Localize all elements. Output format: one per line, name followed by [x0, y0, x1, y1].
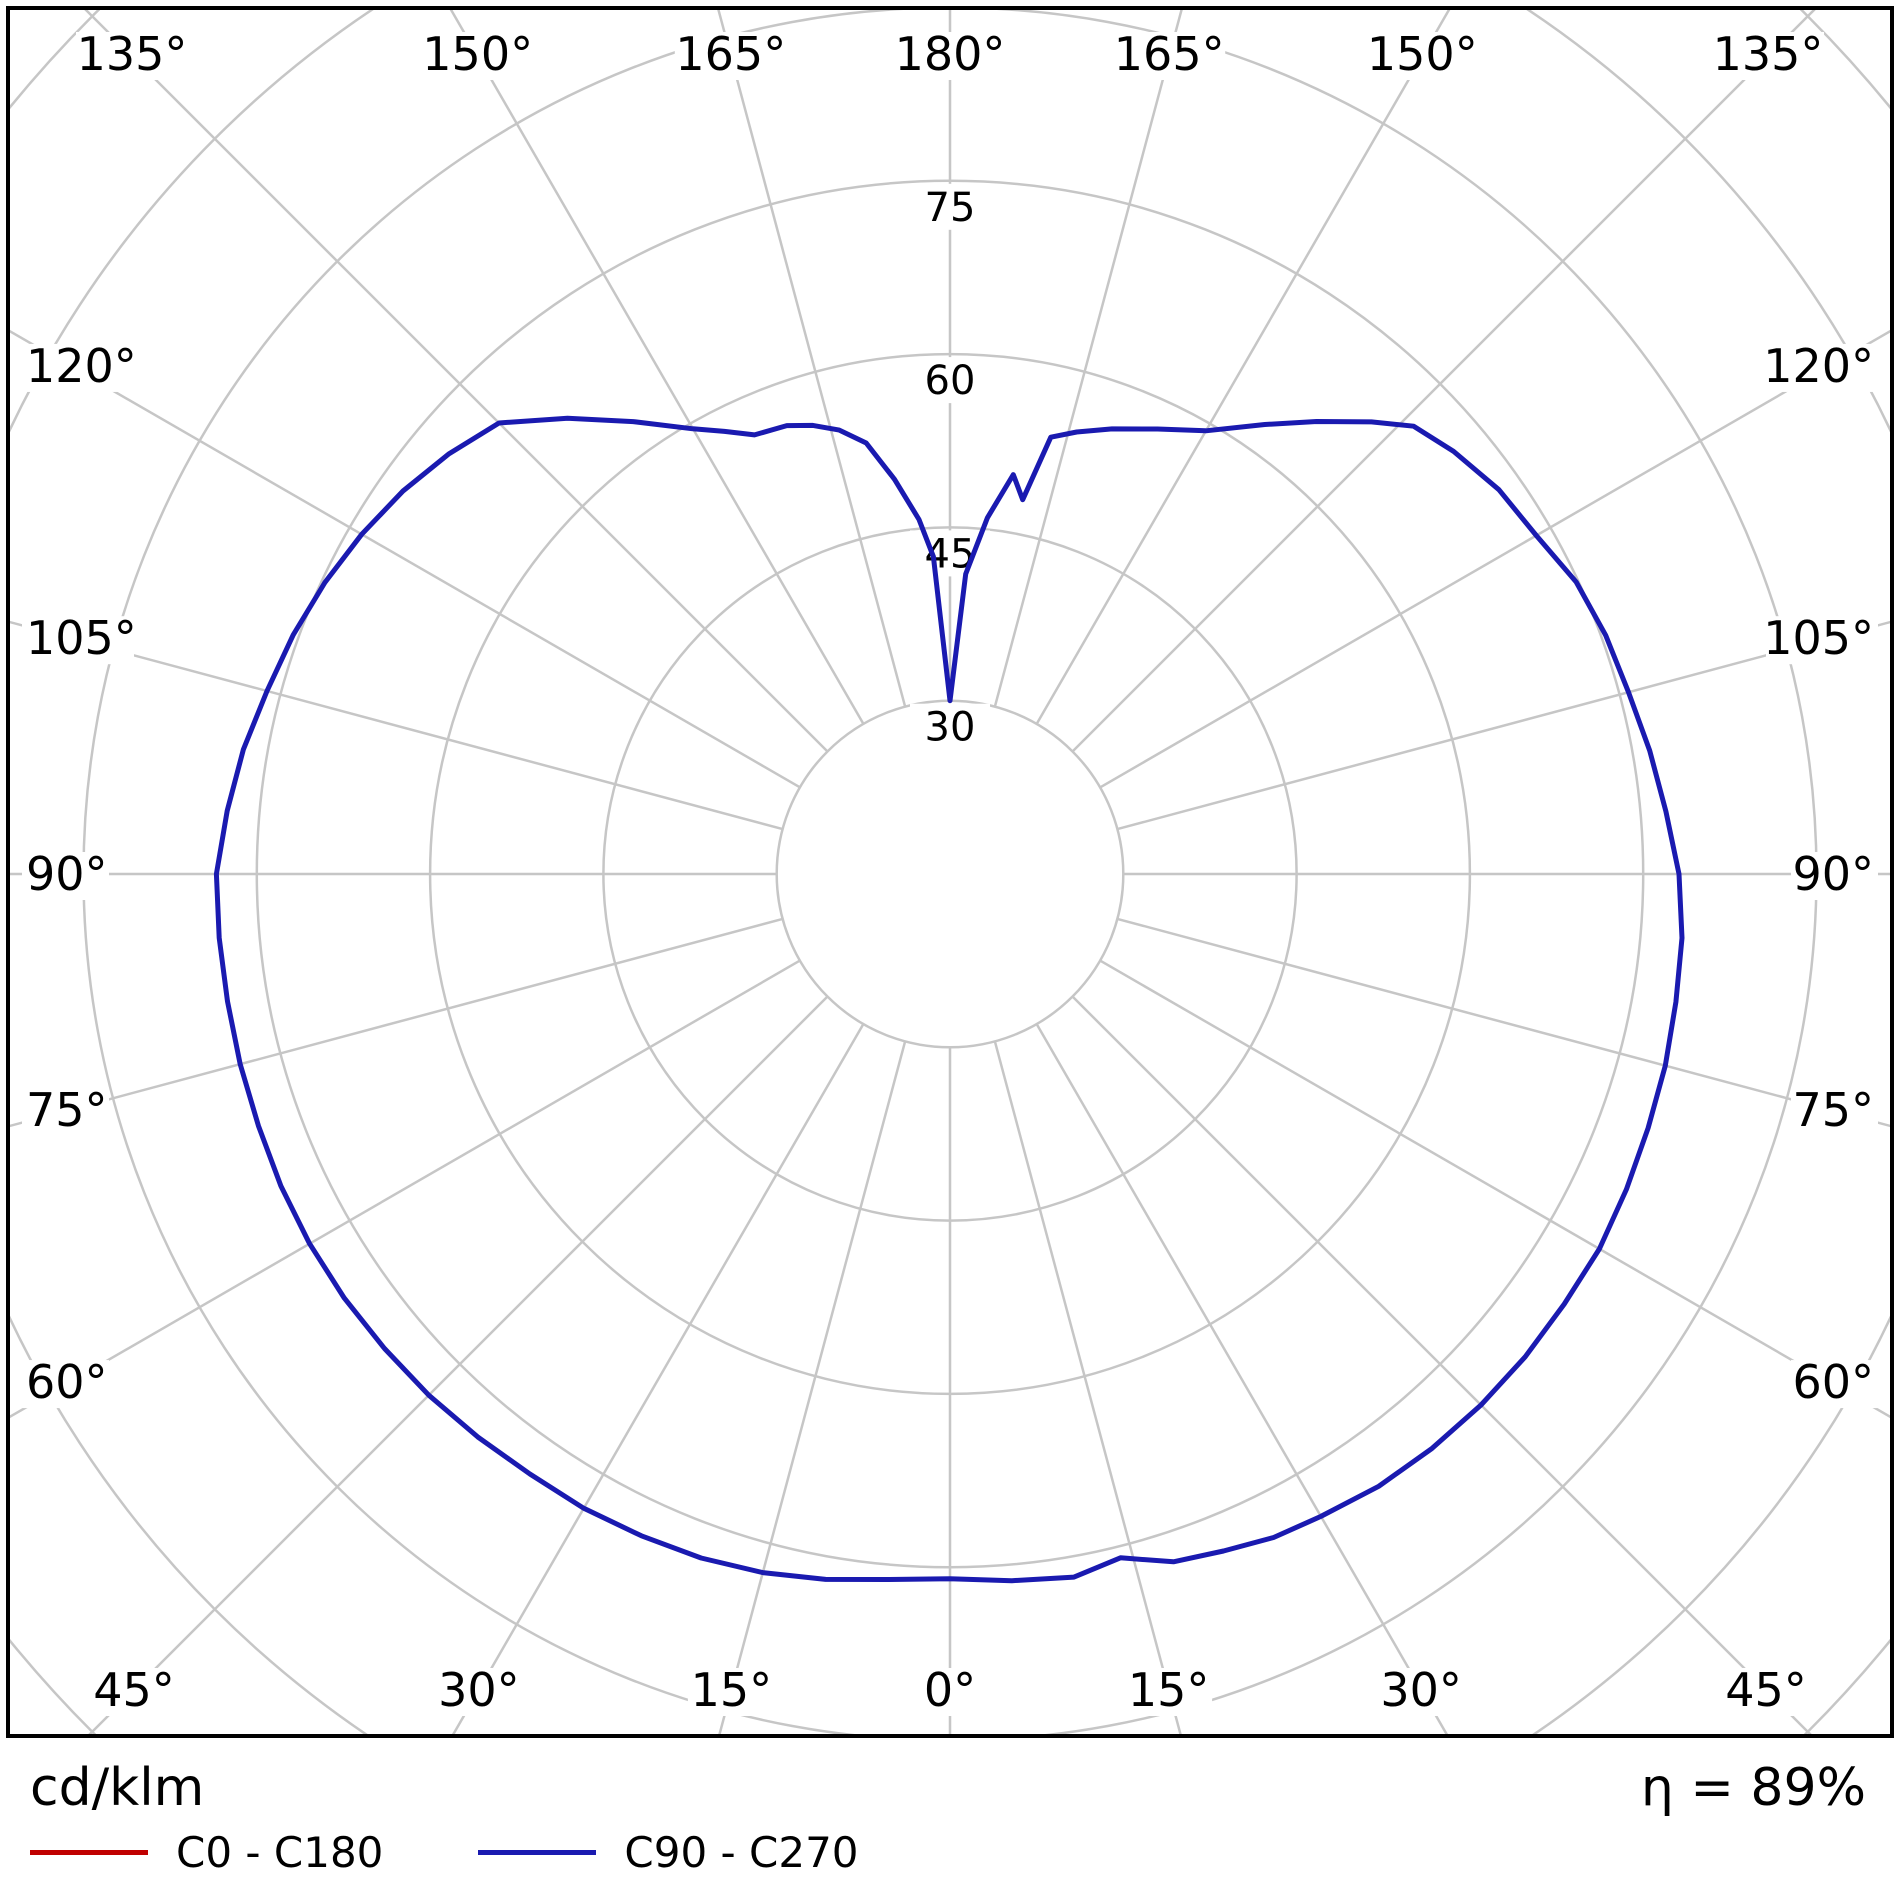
polar-grid: [10, 10, 1890, 1734]
footer: cd/klm η = 89% C0 - C180 C90 - C270: [0, 1742, 1900, 1900]
angle-label-bg: [674, 32, 787, 80]
ring-label-bg: [910, 530, 990, 577]
ring-label-30: 30: [925, 705, 976, 751]
angle-label-90-right: 90°: [1792, 847, 1874, 901]
angle-label-bg: [919, 1668, 981, 1716]
grid-spoke-150: [1035, 10, 1451, 725]
ring-label-75: 75: [925, 185, 976, 231]
angle-label-bg: [22, 343, 134, 392]
angle-label-30-left: 30°: [438, 1663, 520, 1717]
angle-label-15-left: 15°: [691, 1663, 773, 1717]
footer-info-row: cd/klm η = 89%: [0, 1742, 1900, 1818]
angle-label-bg: [1766, 616, 1878, 665]
grid-spoke-345: [718, 1041, 907, 1734]
angle-label-165-left: 165°: [675, 27, 786, 81]
angle-label-135-left: 135°: [77, 27, 188, 81]
angle-label-bg: [1366, 32, 1479, 80]
legend-line-c0-icon: [30, 1850, 148, 1855]
grid-spoke-300: [10, 959, 801, 1419]
angle-label-bg: [1791, 1360, 1878, 1409]
angle-label-bg: [1722, 1668, 1810, 1716]
angle-label-bg: [22, 852, 109, 900]
angle-label-bg: [1113, 32, 1226, 80]
grid-ring-30: [775, 699, 1125, 1049]
ring-label-bg: [910, 183, 990, 230]
legend-label-c90-c270: C90 - C270: [624, 1828, 859, 1877]
angle-label-bg: [1377, 1668, 1465, 1716]
grid-spoke-135: [1071, 10, 1816, 753]
angle-label-bg: [76, 32, 188, 80]
legend: C0 - C180 C90 - C270: [0, 1818, 1900, 1877]
angle-label-bg: [22, 1087, 109, 1136]
grid-spoke-195: [717, 10, 907, 707]
angle-label-bg: [90, 1668, 178, 1716]
angle-label-0: 0°: [924, 1663, 976, 1717]
angle-label-90-left: 90°: [26, 847, 108, 901]
angle-label-45-left: 45°: [93, 1663, 175, 1717]
angle-label-45-right: 45°: [1725, 1663, 1807, 1717]
angle-label-105-left: 105°: [26, 611, 137, 665]
angle-label-bg: [22, 1360, 109, 1409]
grid-spoke-120: [1099, 329, 1890, 789]
angle-label-bg: [1125, 1668, 1213, 1716]
angle-label-bg: [894, 32, 1006, 80]
grid-spoke-30: [1035, 1023, 1448, 1734]
grid-spoke-330: [452, 1023, 865, 1734]
angle-label-bg: [1766, 343, 1878, 392]
ring-label-bg: [910, 357, 990, 404]
grid-spoke-45: [1071, 995, 1812, 1734]
chart-area: 30 45 60 75 0° 15° 15° 30° 30° 45° 45° 60° 60° 75° 75°…: [6, 6, 1894, 1738]
angle-label-30-right: 30°: [1380, 1663, 1462, 1717]
grid-spoke-210: [449, 10, 865, 725]
angle-label-bg: [687, 1668, 775, 1716]
angle-label-165-right: 165°: [1114, 27, 1225, 81]
grid-spoke-285: [10, 917, 783, 1128]
unit-label: cd/klm: [30, 1758, 205, 1818]
angle-label-75-right: 75°: [1792, 1083, 1874, 1137]
angle-label-bg: [1712, 32, 1824, 80]
angle-label-bg: [421, 32, 534, 80]
angle-label-120-right: 120°: [1763, 339, 1874, 393]
grid-spoke-75: [1117, 917, 1890, 1128]
grid-spoke-255: [10, 620, 783, 831]
angle-label-bg: [435, 1668, 523, 1716]
grid-spoke-315: [88, 995, 829, 1734]
curve-c90-c270: [213, 415, 1685, 1584]
angle-label-120-left: 120°: [26, 339, 137, 393]
angle-label-105-right: 105°: [1763, 611, 1874, 665]
grid-spoke-15: [993, 1041, 1182, 1734]
angle-label-60-right: 60°: [1792, 1355, 1874, 1409]
efficiency-value: η = 89%: [1640, 1758, 1866, 1818]
plot-border: [6, 6, 1894, 1738]
grid-spoke-240: [10, 329, 801, 789]
angle-label-bg: [22, 616, 134, 665]
angle-label-15-right: 15°: [1128, 1663, 1210, 1717]
angle-label-150-right: 150°: [1367, 27, 1478, 81]
legend-label-c0-c180: C0 - C180: [176, 1828, 384, 1877]
grid-spoke-165: [993, 10, 1183, 707]
angle-label-135-right: 135°: [1713, 27, 1824, 81]
grid-spoke-105: [1117, 620, 1890, 831]
legend-item-c0-c180: C0 - C180: [30, 1828, 383, 1877]
grid-spoke-60: [1099, 959, 1890, 1419]
grid-spoke-225: [84, 10, 829, 753]
ring-label-bg: [910, 703, 990, 750]
legend-item-c90-c270: C90 - C270: [478, 1828, 859, 1877]
ring-label-60: 60: [925, 358, 976, 404]
angle-label-180: 180°: [895, 27, 1006, 81]
angle-label-150-left: 150°: [422, 27, 533, 81]
legend-line-c90-icon: [478, 1850, 597, 1855]
angle-label-bg: [1791, 852, 1878, 900]
angle-label-bg: [1791, 1087, 1878, 1136]
angle-label-75-left: 75°: [26, 1083, 108, 1137]
angle-label-60-left: 60°: [26, 1355, 108, 1409]
